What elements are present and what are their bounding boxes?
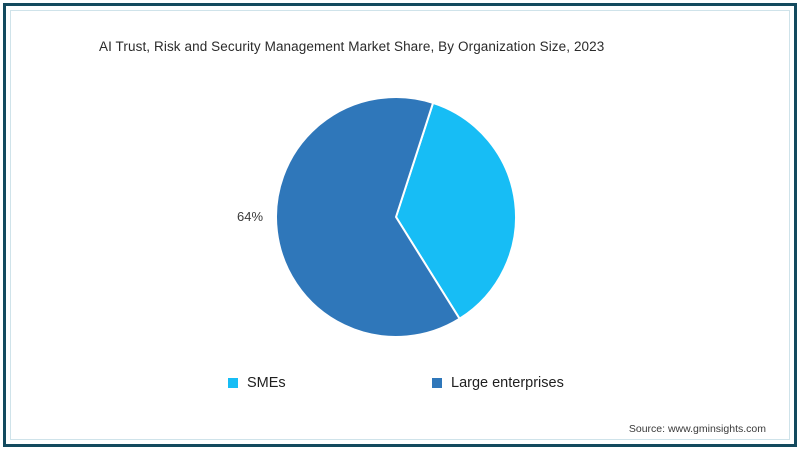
- chart-title: AI Trust, Risk and Security Management M…: [99, 39, 605, 54]
- legend-item-large-enterprises[interactable]: Large enterprises: [432, 372, 564, 394]
- pie-slice-large-enterprises[interactable]: [275, 96, 461, 338]
- source-attribution: Source: www.gminsights.com: [628, 423, 766, 435]
- legend-swatch-icon-smes: [228, 378, 238, 388]
- legend-swatch-icon-large-enterprises: [432, 378, 442, 388]
- chart-legend: SMEs Large enterprises: [0, 372, 800, 394]
- pie-slice-label-large-enterprises: 64%: [237, 209, 264, 224]
- legend-label-large-enterprises: Large enterprises: [451, 375, 564, 391]
- legend-item-smes[interactable]: SMEs: [228, 372, 286, 394]
- legend-label-smes: SMEs: [247, 375, 286, 391]
